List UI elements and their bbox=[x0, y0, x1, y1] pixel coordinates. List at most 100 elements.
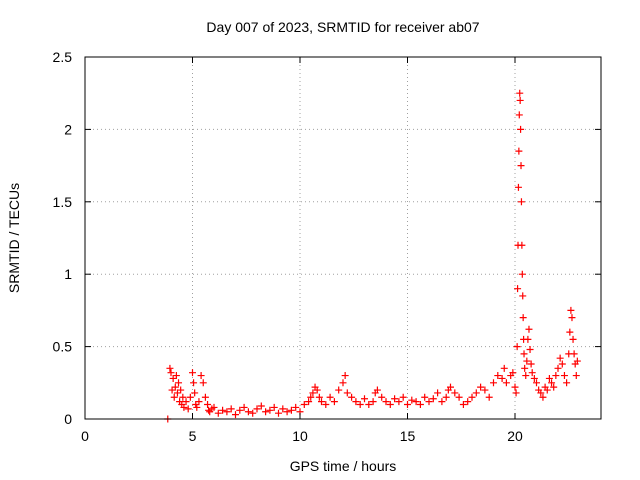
data-point bbox=[533, 379, 540, 387]
data-point bbox=[517, 162, 525, 170]
data-point bbox=[514, 285, 522, 293]
data-point bbox=[568, 314, 576, 322]
data-point bbox=[382, 398, 390, 406]
data-point bbox=[352, 398, 360, 406]
data-point bbox=[477, 383, 485, 391]
data-point bbox=[315, 393, 323, 401]
data-point bbox=[521, 364, 529, 372]
data-point bbox=[526, 345, 534, 353]
data-point bbox=[330, 398, 338, 406]
data-point bbox=[399, 393, 407, 401]
y-axis-label: SRMTID / TECUs bbox=[6, 183, 22, 293]
data-point bbox=[189, 369, 196, 377]
data-point bbox=[167, 369, 175, 377]
data-point bbox=[373, 386, 381, 394]
data-point bbox=[279, 405, 287, 413]
data-point bbox=[412, 398, 420, 406]
data-point bbox=[205, 406, 213, 414]
data-point bbox=[554, 364, 562, 372]
data-point bbox=[395, 398, 403, 406]
data-point bbox=[442, 393, 450, 401]
data-point bbox=[570, 350, 578, 358]
data-point bbox=[519, 314, 527, 322]
data-point bbox=[513, 343, 521, 351]
data-points bbox=[164, 89, 581, 423]
data-point bbox=[305, 398, 313, 406]
y-tick-label: 0 bbox=[64, 411, 72, 427]
data-point bbox=[318, 398, 325, 406]
data-point bbox=[520, 350, 528, 358]
data-point bbox=[356, 401, 364, 409]
x-tick-label: 5 bbox=[189, 428, 197, 444]
data-point bbox=[552, 372, 560, 380]
data-point bbox=[326, 393, 334, 401]
data-point bbox=[517, 198, 525, 206]
data-point bbox=[416, 401, 424, 409]
data-point bbox=[560, 372, 568, 380]
data-point bbox=[197, 372, 205, 380]
x-tick-label: 10 bbox=[292, 428, 308, 444]
data-point bbox=[249, 409, 257, 417]
data-point bbox=[313, 386, 321, 394]
data-point bbox=[502, 379, 510, 387]
data-point bbox=[232, 411, 239, 419]
x-axis-label: GPS time / hours bbox=[290, 458, 397, 474]
data-point bbox=[236, 406, 244, 414]
data-point bbox=[558, 360, 566, 368]
y-tick-label: 1.5 bbox=[53, 194, 73, 210]
data-point bbox=[516, 96, 524, 104]
data-point bbox=[266, 406, 274, 414]
data-point bbox=[219, 406, 227, 414]
data-point bbox=[438, 398, 446, 406]
data-point bbox=[199, 379, 207, 387]
data-point bbox=[524, 335, 532, 343]
data-point bbox=[511, 383, 519, 391]
y-tick-label: 2.5 bbox=[53, 49, 73, 65]
data-point bbox=[464, 398, 472, 406]
data-point bbox=[408, 396, 416, 404]
data-point bbox=[210, 403, 218, 411]
data-point bbox=[528, 369, 536, 377]
data-point bbox=[530, 374, 538, 382]
data-point bbox=[378, 393, 386, 401]
data-point bbox=[573, 357, 581, 365]
plot-frame bbox=[84, 56, 602, 420]
data-point bbox=[190, 379, 198, 387]
data-point bbox=[283, 408, 291, 416]
data-point bbox=[244, 408, 252, 416]
data-point bbox=[572, 372, 580, 380]
data-point bbox=[300, 401, 308, 409]
y-tick-label: 0.5 bbox=[53, 339, 73, 355]
data-point bbox=[201, 393, 209, 401]
data-point bbox=[172, 372, 180, 380]
data-point bbox=[292, 403, 300, 411]
data-point bbox=[512, 389, 520, 397]
data-point bbox=[253, 405, 261, 413]
data-point bbox=[361, 395, 368, 403]
data-point bbox=[434, 389, 442, 397]
data-point bbox=[498, 374, 506, 382]
data-point bbox=[472, 389, 480, 397]
data-point bbox=[193, 403, 201, 411]
data-point bbox=[195, 398, 203, 406]
data-point bbox=[485, 393, 493, 401]
data-point bbox=[563, 379, 571, 387]
data-point bbox=[539, 393, 547, 401]
data-point bbox=[523, 357, 531, 365]
data-point bbox=[341, 372, 349, 380]
data-point bbox=[525, 325, 533, 333]
data-point bbox=[275, 409, 282, 417]
x-tick-label: 0 bbox=[81, 428, 89, 444]
data-point bbox=[500, 364, 508, 372]
data-point bbox=[516, 89, 524, 97]
data-point bbox=[494, 372, 502, 380]
data-point bbox=[550, 383, 558, 391]
data-point bbox=[490, 379, 497, 387]
data-point bbox=[556, 354, 564, 362]
data-point bbox=[343, 389, 351, 397]
y-tick-label: 1 bbox=[64, 266, 72, 282]
data-point bbox=[171, 383, 179, 391]
data-point bbox=[257, 402, 265, 410]
data-point bbox=[179, 393, 187, 401]
